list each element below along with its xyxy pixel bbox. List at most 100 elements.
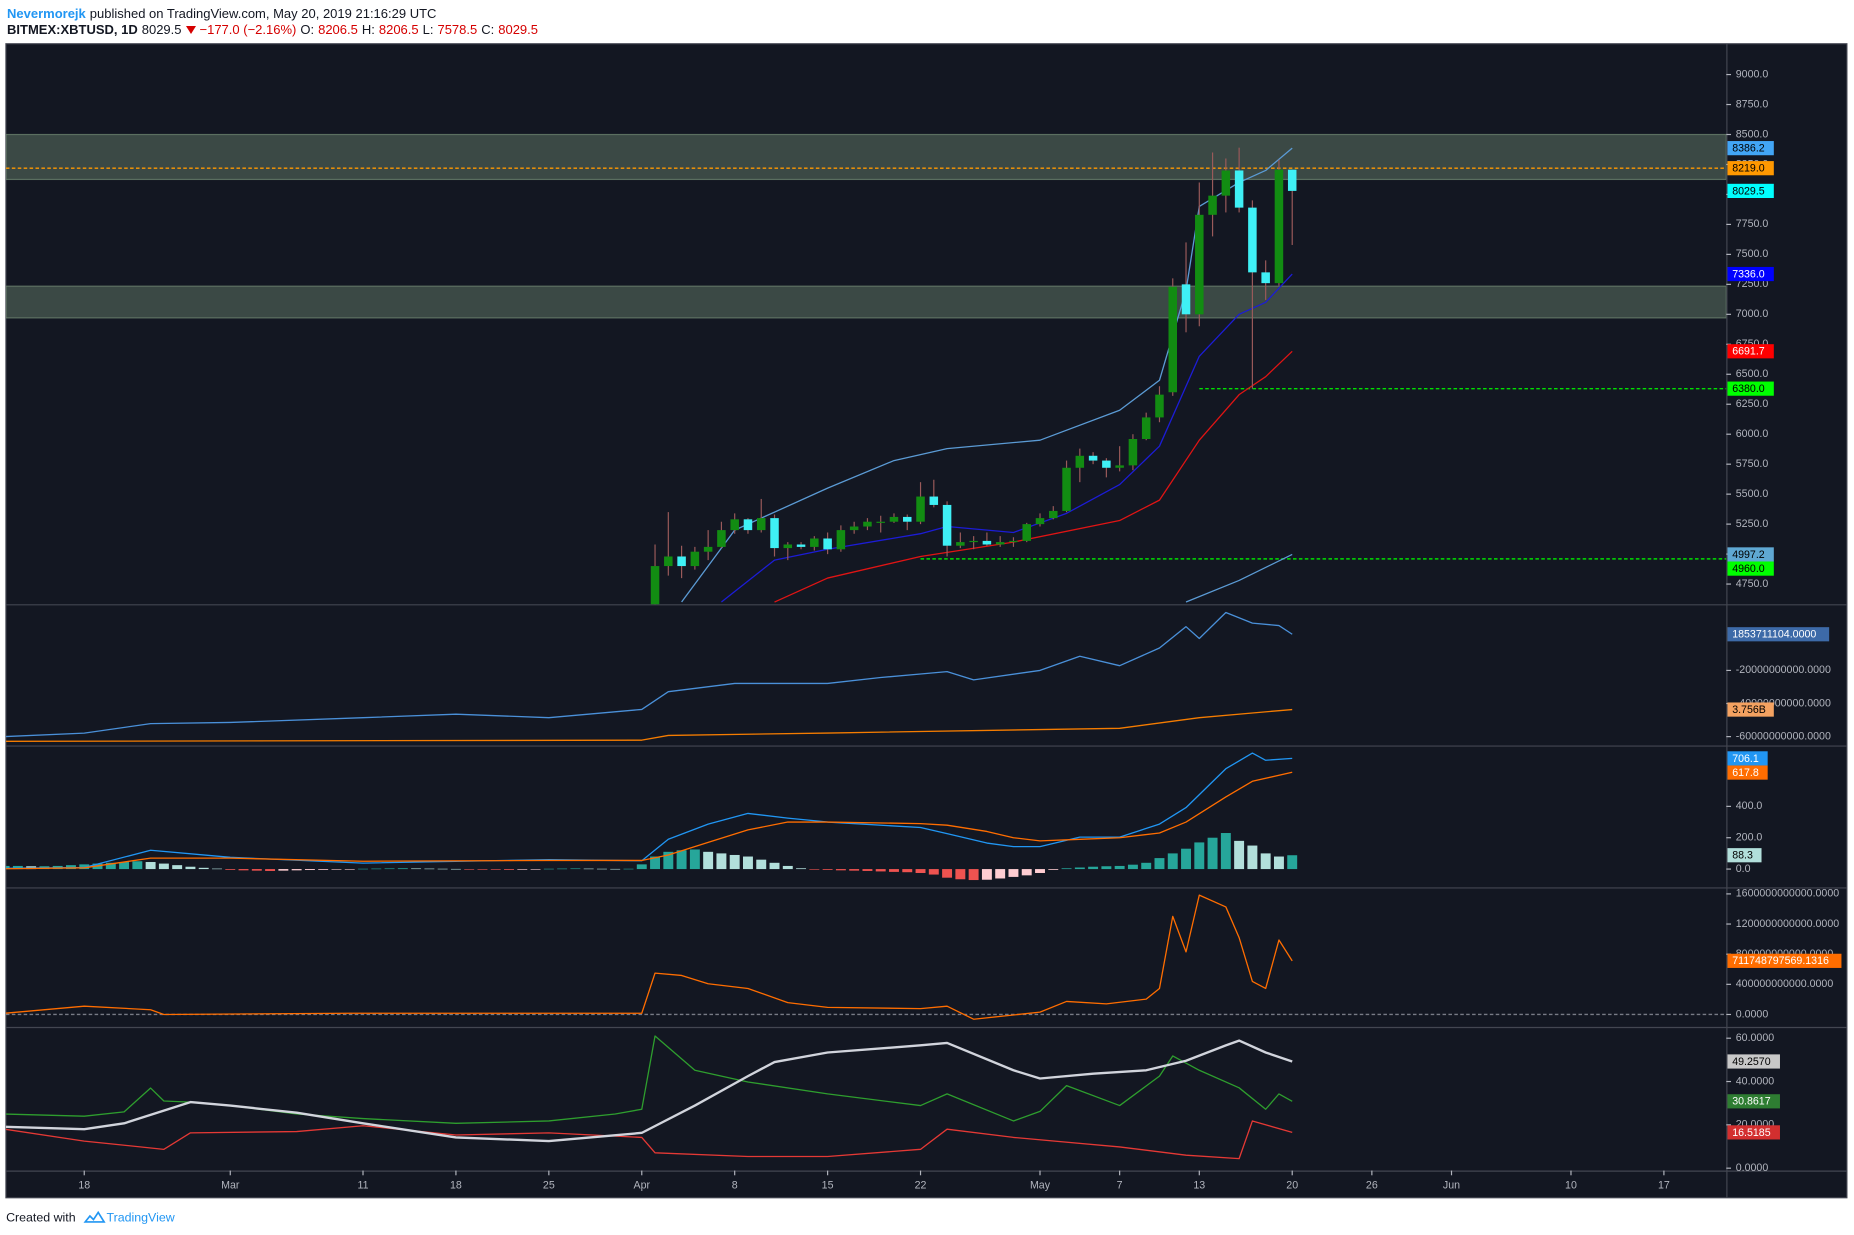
histogram-bar [689,849,700,870]
footer-brand[interactable]: TradingView [106,1211,174,1225]
candle-body [1075,455,1085,468]
price-label: 617.8 [1732,767,1759,779]
y-tick-label: 5500.0 [1736,488,1769,500]
y-tick-label: 7750.0 [1736,218,1769,230]
last-price: 8029.5 [141,22,182,37]
y-tick-label: -60000000000.0000 [1736,730,1831,742]
candle-body [1261,272,1270,284]
series-line [5,752,1293,869]
price-label-box [1727,765,1768,780]
histogram-bar [384,868,395,870]
candle-body [1234,170,1244,208]
histogram-bar [212,868,222,870]
candle-body [796,544,806,547]
histogram-bar [1021,869,1032,876]
y-tick-label: 400000000000.0000 [1736,978,1834,990]
histogram-bar [610,868,621,870]
candle-body [730,519,739,531]
price-label-box [1727,381,1774,396]
histogram-bar [504,869,514,870]
histogram-bar [716,853,727,870]
candle-body [1274,169,1284,284]
ohlc-label: L: [422,22,434,37]
candle-body [1221,170,1231,196]
price-label-box [1727,953,1842,968]
pane [5,611,1293,742]
y-tick-label: 7250.0 [1736,278,1769,290]
histogram-bar [1273,856,1284,870]
histogram-bar [782,865,793,870]
y-tick-label: 1200000000000.0000 [1736,918,1839,930]
histogram-bar [464,869,475,870]
histogram-bar [769,862,780,870]
series-line [5,1120,1293,1160]
histogram-bar [105,862,116,870]
histogram-bar [158,863,169,870]
series-line [5,894,1293,1020]
price-label-box [1727,1125,1780,1140]
y-tick-label: 5250.0 [1736,518,1769,530]
ohlc-value: 8206.5 [378,22,419,37]
histogram-bar [968,869,979,881]
y-tick-label: 5750.0 [1736,458,1769,470]
candle-body [956,542,965,546]
histogram-bar [756,859,767,870]
y-tick-label: 0.0 [1736,863,1751,875]
tradingview-logo[interactable]: TradingView [83,1210,175,1225]
histogram-bar [1008,869,1019,877]
candle-body [1062,467,1071,511]
histogram-bar [424,868,435,870]
histogram-bar [1167,853,1178,870]
histogram-bar [1101,866,1112,870]
price-label: 711748797569.1316 [1732,955,1829,967]
candle-body [876,521,885,523]
price-label: 88.3 [1732,850,1753,862]
logo-icon[interactable] [83,1210,106,1223]
histogram-bar [331,869,342,870]
x-tick-label: 20 [1286,1180,1298,1192]
price-label-box [1727,547,1774,562]
series-line [5,1035,1293,1124]
published: published on TradingView.com, May 20, 20… [89,6,437,21]
histogram-bar [1114,865,1125,870]
histogram-bar [583,868,594,870]
histogram-bar [596,868,607,870]
histogram-bar [676,850,687,870]
candle-body [677,556,686,567]
price-label-box [1727,848,1762,863]
histogram-bar [397,868,408,870]
author[interactable]: Nevermorejk [7,6,86,21]
candle-body [1287,169,1297,191]
histogram-bar [1127,864,1138,870]
x-tick-label: May [1030,1180,1051,1192]
series-line [5,1039,1293,1143]
y-tick-label: 6250.0 [1736,398,1769,410]
price-label-box [1727,161,1774,176]
histogram-bar [889,869,899,872]
histogram-bar [225,869,236,870]
x-tick-label: 15 [822,1180,834,1192]
histogram-bar [663,851,674,870]
histogram-bar [995,869,1006,879]
candle-body [810,538,819,547]
price-label-box [1727,344,1774,359]
price-label: 8219.0 [1732,163,1765,175]
pane [5,752,1298,881]
candle-body [664,556,673,567]
candle-body [756,518,766,531]
candle-body [995,542,1005,545]
pane [5,133,1727,605]
histogram-bar [902,869,913,873]
x-tick-label: 18 [78,1180,90,1192]
histogram-bar [875,869,886,872]
histogram-bar [291,869,302,871]
price-label-box [1727,183,1774,198]
histogram-bar [928,869,939,875]
y-tick-label: 8500.0 [1736,128,1769,140]
histogram-bar [557,868,568,870]
price-label: 8029.5 [1732,185,1765,197]
price-label: 49.2570 [1732,1056,1770,1068]
histogram-bar [1194,842,1205,870]
price-label-box [1727,751,1768,766]
histogram-bar [278,869,289,871]
